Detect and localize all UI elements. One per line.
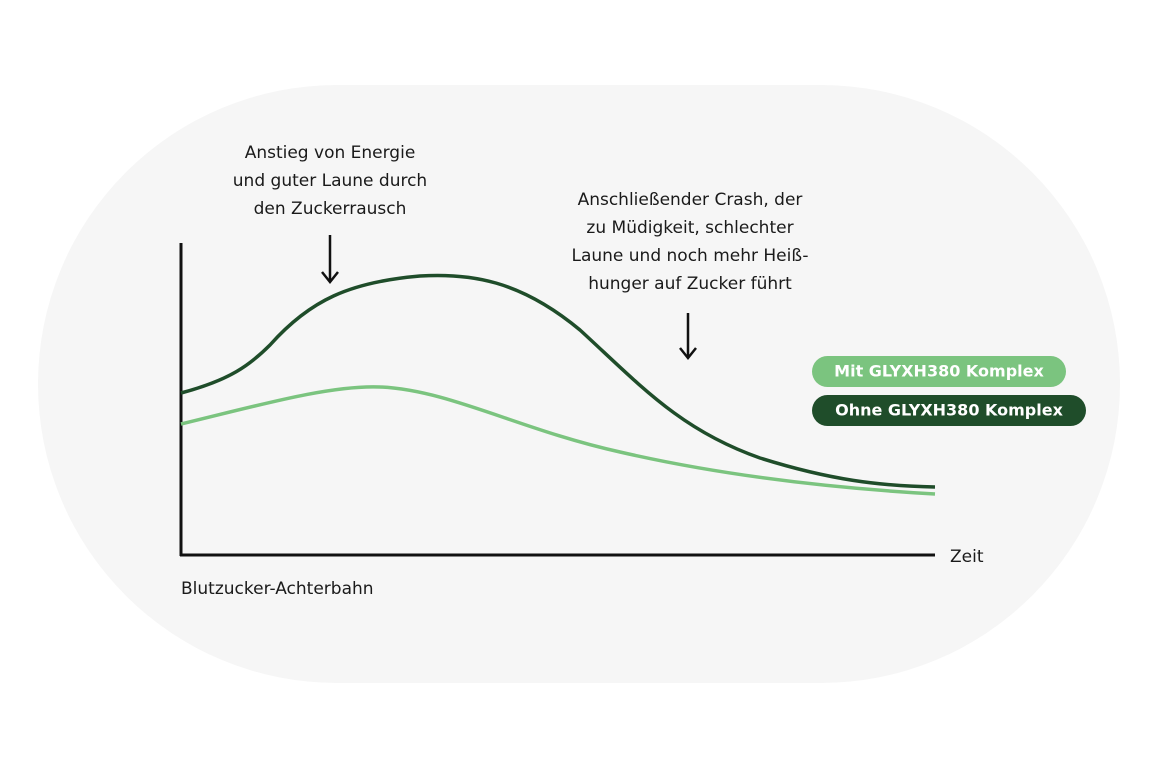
annotation-line: Laune und noch mehr Heiß- (571, 246, 808, 266)
legend-pill (812, 395, 1086, 426)
annotation-line: Anstieg von Energie (245, 143, 416, 163)
annotation-line: Anschließender Crash, der (578, 190, 803, 210)
annotation-line: hunger auf Zucker führt (588, 274, 792, 294)
curve-with (180, 385, 936, 496)
arrow (679, 313, 697, 361)
legend-pill (812, 356, 1066, 387)
background-pill (38, 85, 1120, 683)
annotation-line: den Zuckerrausch (254, 199, 407, 219)
legend-label: Ohne GLYXH380 Komplex (835, 401, 1063, 420)
annotation-line: und guter Laune durch (233, 171, 427, 191)
annotations: Anstieg von Energie und guter Laune durch… (233, 143, 809, 294)
x-axis-label: Zeit (950, 547, 984, 567)
annotation-line: zu Müdigkeit, schlechter (586, 218, 793, 238)
legend-label: Mit GLYXH380 Komplex (834, 362, 1044, 381)
curve-without (180, 273, 936, 489)
caption: Blutzucker-Achterbahn (181, 579, 374, 599)
arrow (321, 235, 339, 285)
